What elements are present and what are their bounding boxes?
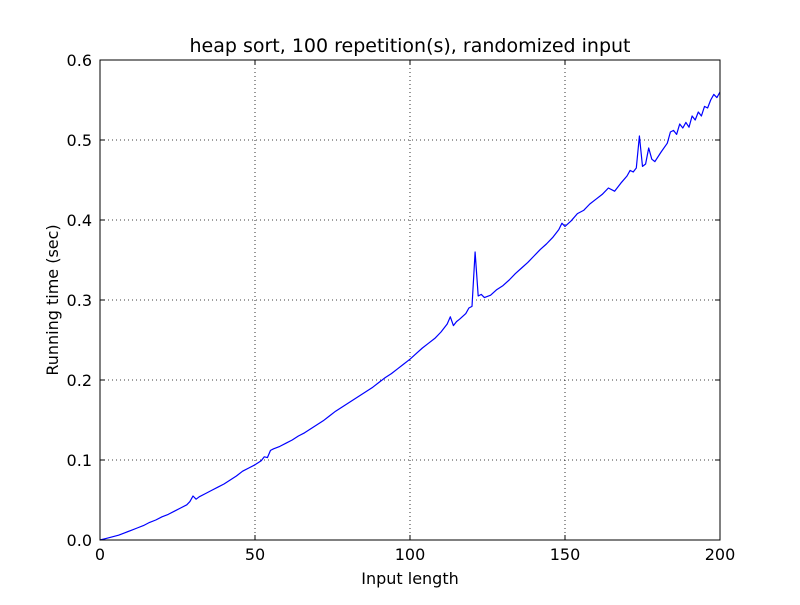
x-axis-title: Input length <box>361 569 459 588</box>
tick-layer <box>99 59 721 541</box>
x-tick-label: 100 <box>395 545 426 564</box>
y-tick-label: 0.4 <box>67 211 92 230</box>
x-tick-label: 200 <box>705 545 736 564</box>
y-tick-label: 0.5 <box>67 131 92 150</box>
series-layer <box>99 91 721 541</box>
y-tick-label: 0.2 <box>67 371 92 390</box>
y-tick-label: 0.1 <box>67 451 92 470</box>
grid-layer <box>100 60 720 540</box>
series-line <box>99 91 721 541</box>
y-axis-title: Running time (sec) <box>43 224 62 375</box>
chart-title: heap sort, 100 repetition(s), randomized… <box>189 35 630 57</box>
x-tick-label: 50 <box>245 545 265 564</box>
y-tick-label: 0.0 <box>67 531 92 550</box>
y-tick-label: 0.3 <box>67 291 92 310</box>
x-tick-labels: 0 50 100 150 200 <box>95 545 735 564</box>
x-tick-label: 150 <box>550 545 581 564</box>
y-tick-labels: 0.0 0.1 0.2 0.3 0.4 0.5 0.6 <box>67 51 92 550</box>
x-tick-label: 0 <box>95 545 105 564</box>
y-tick-label: 0.6 <box>67 51 92 70</box>
